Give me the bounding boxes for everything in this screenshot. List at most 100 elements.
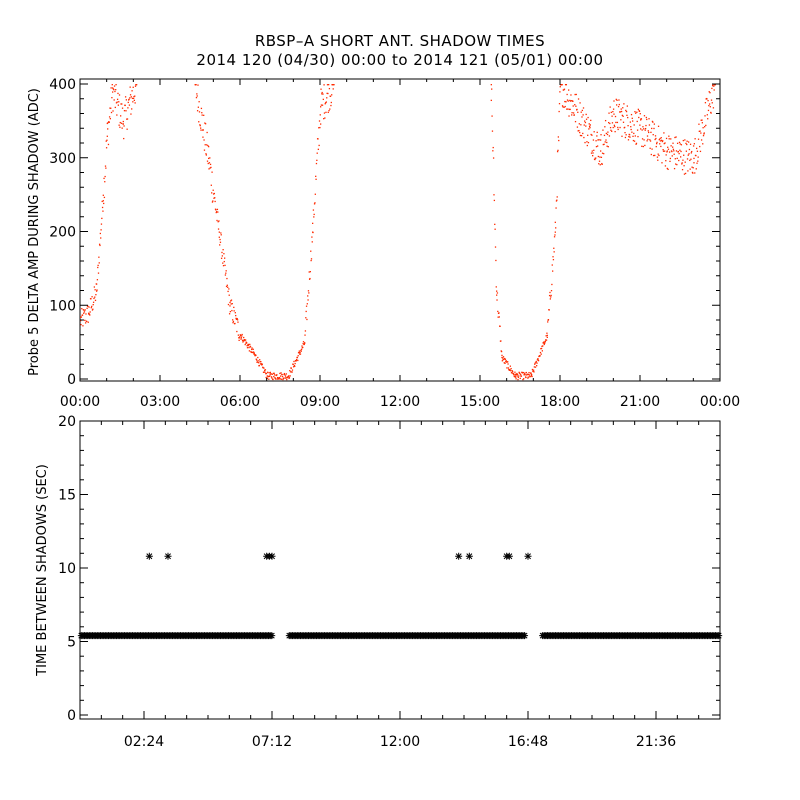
top-data-point (605, 139, 607, 141)
top-data-point (545, 339, 547, 341)
top-data-point (565, 84, 568, 86)
top-data-point (698, 123, 700, 125)
top-data-point (660, 139, 663, 141)
top-data-point (656, 156, 659, 158)
top-data-point (626, 114, 628, 116)
top-data-point (572, 105, 574, 107)
top-data-point (96, 289, 98, 291)
top-data-point (630, 128, 632, 131)
top-data-point (494, 223, 496, 226)
top-data-point (280, 378, 283, 380)
top-data-point (525, 376, 527, 379)
top-data-point (259, 361, 261, 363)
top-data-point (228, 294, 230, 296)
top-data-point (106, 122, 108, 125)
top-data-point (692, 172, 694, 174)
top-data-point (505, 360, 507, 362)
top-data-point (224, 274, 227, 276)
top-data-point (583, 124, 585, 126)
top-data-point (322, 93, 324, 95)
top-data-point (709, 106, 712, 108)
top-data-point (247, 344, 249, 347)
top-data-point (84, 309, 86, 311)
top-data-point (600, 150, 602, 152)
top-data-point (131, 108, 133, 110)
top-data-point (694, 172, 696, 174)
top-data-point (199, 125, 201, 127)
top-data-point (521, 372, 524, 374)
top-data-point (195, 96, 198, 99)
top-data-point (126, 128, 128, 130)
top-y-tick-label: 100 (49, 298, 76, 314)
top-data-point (683, 165, 685, 167)
top-data-point (635, 142, 638, 145)
top-data-point (225, 272, 227, 274)
top-data-point (612, 110, 614, 113)
top-data-point (505, 361, 508, 363)
top-data-point (304, 334, 306, 336)
top-data-point (136, 84, 138, 86)
top-data-point (635, 143, 637, 145)
top-data-point (112, 88, 115, 90)
top-data-point (564, 105, 566, 108)
top-data-point (563, 88, 566, 90)
top-data-point (265, 372, 268, 375)
top-data-point (683, 173, 686, 175)
bottom-baseline-point (521, 632, 529, 640)
top-data-point (103, 202, 105, 205)
top-data-point (123, 110, 126, 112)
bottom-baseline-point (715, 632, 723, 640)
top-data-point (116, 114, 118, 116)
top-data-point (564, 100, 566, 103)
top-data-point (125, 110, 127, 112)
top-data-point (218, 220, 220, 222)
top-data-point (573, 114, 576, 116)
top-data-point (608, 112, 610, 114)
top-data-point (110, 87, 112, 89)
top-data-point (592, 155, 594, 157)
top-data-point (317, 148, 320, 150)
top-data-point (708, 91, 710, 93)
top-data-point (502, 357, 504, 359)
top-data-point (649, 139, 651, 141)
top-data-point (547, 319, 550, 321)
top-data-point (612, 126, 614, 129)
top-data-point (205, 154, 208, 156)
top-data-point (712, 84, 714, 87)
top-data-point (123, 137, 125, 140)
top-data-point (504, 357, 506, 360)
top-data-point (102, 210, 104, 212)
top-data-point (703, 132, 705, 134)
top-data-point (647, 130, 649, 132)
top-data-point (102, 200, 104, 202)
top-data-point (644, 129, 646, 131)
top-data-point (122, 123, 124, 125)
top-data-point (126, 118, 129, 120)
top-data-point (553, 236, 556, 238)
top-data-point (319, 126, 321, 129)
top-data-point (247, 344, 249, 346)
top-data-point (629, 121, 632, 123)
top-data-point (307, 290, 310, 292)
top-data-point (633, 140, 636, 142)
top-data-point (588, 123, 590, 125)
top-data-point (245, 342, 247, 344)
top-data-point (84, 322, 87, 324)
top-data-point (107, 121, 109, 124)
top-data-point (306, 303, 308, 305)
top-data-point (113, 89, 115, 91)
top-data-point (534, 362, 536, 364)
top-data-point (574, 120, 577, 123)
top-data-point (691, 150, 693, 153)
star-stroke (466, 553, 473, 560)
top-data-point (490, 99, 492, 102)
top-data-point (309, 277, 311, 280)
top-y-tick-label: 300 (49, 151, 76, 167)
top-data-point (511, 372, 513, 374)
top-data-point (294, 362, 296, 365)
top-data-point (298, 350, 300, 352)
top-data-point (517, 376, 520, 379)
top-data-point (632, 139, 635, 142)
top-data-point (548, 309, 550, 311)
top-x-tick-label: 06:00 (220, 394, 260, 410)
